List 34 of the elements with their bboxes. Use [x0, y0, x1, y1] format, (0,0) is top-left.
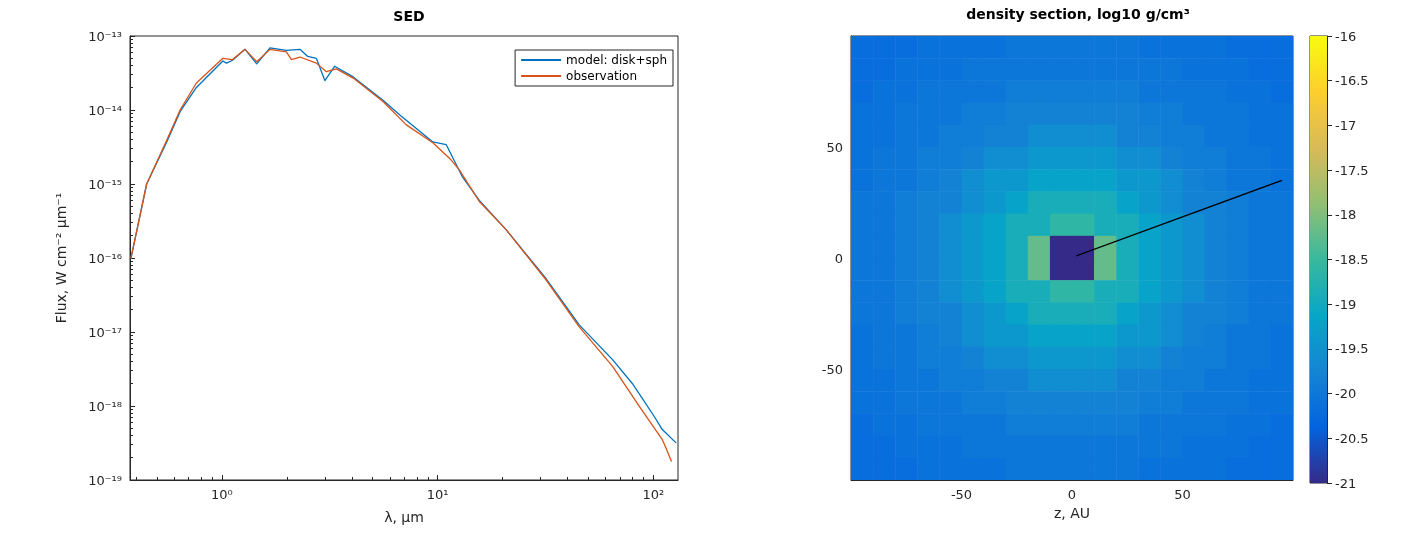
y-tick-label: 0: [834, 250, 843, 266]
chart-title: SED: [393, 8, 425, 24]
color-bar-label: -17.5: [1335, 162, 1369, 178]
color-bar-label: -16.5: [1335, 73, 1369, 89]
color-bar-label: -17: [1335, 117, 1357, 133]
y-tick-label: 10⁻¹⁸: [88, 398, 122, 414]
x-axis-title: λ, μm: [384, 509, 424, 525]
color-bar-label: -19.5: [1335, 341, 1369, 357]
color-bar-label: -20: [1335, 386, 1357, 402]
legend-label: observation: [566, 69, 638, 83]
color-bar-label: -19: [1335, 296, 1357, 312]
y-axis-title: Flux, W cm⁻² μm⁻¹: [53, 192, 69, 324]
color-bar-label: -21: [1335, 475, 1357, 491]
y-tick-label: 10⁻¹⁷: [88, 324, 122, 340]
legend-label: model: disk+sph: [566, 53, 667, 67]
y-tick-label: 10⁻¹⁶: [88, 250, 122, 266]
y-tick-label: 10⁻¹⁹: [88, 472, 122, 488]
x-tick-label: 10²: [642, 487, 665, 502]
x-axis-title: z, AU: [1053, 504, 1091, 521]
color-bar-label: -18: [1335, 207, 1357, 223]
x-tick-label: 50: [1174, 487, 1191, 502]
color-bar-label: -20.5: [1335, 430, 1369, 446]
x-tick-label: 10⁰: [211, 487, 233, 502]
y-tick-label: 10⁻¹⁵: [88, 176, 122, 192]
y-tick-label: 10⁻¹³: [88, 28, 122, 44]
chart-title: density section, log10 g/cm³: [966, 6, 1190, 22]
x-tick-label: -50: [950, 487, 973, 502]
x-tick-label: 10¹: [426, 487, 449, 502]
color-bar-label: -18.5: [1335, 252, 1369, 267]
y-tick-label: -50: [821, 361, 843, 377]
y-tick-label: 10⁻¹⁴: [88, 102, 122, 118]
color-bar-label: -16: [1335, 28, 1357, 44]
x-tick-label: 0: [1067, 487, 1077, 502]
y-tick-label: 50: [826, 139, 843, 155]
